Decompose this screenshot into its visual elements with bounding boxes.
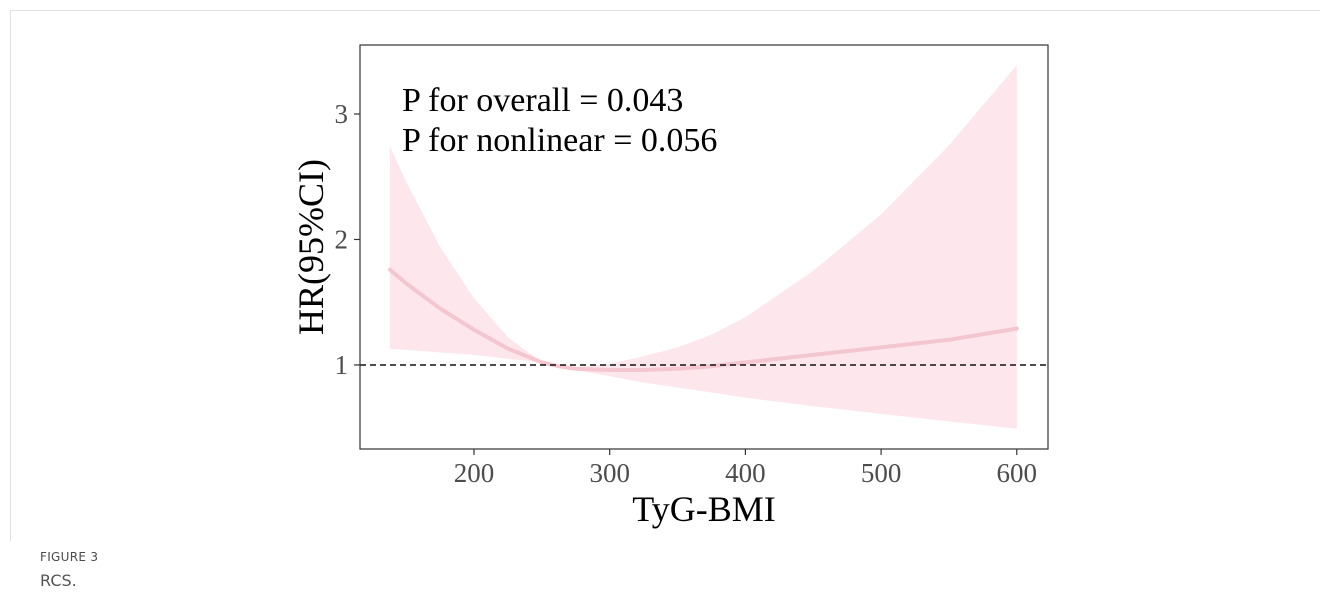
y-tick-label: 2: [335, 224, 349, 254]
x-axis-label: TyG-BMI: [632, 489, 775, 529]
x-tick-label: 400: [725, 458, 766, 488]
x-tick-label: 200: [454, 458, 495, 488]
figure-frame-top: [10, 10, 1320, 11]
figure-frame-left: [10, 10, 11, 541]
x-tick-label: 500: [861, 458, 902, 488]
p-value-annotation: P for nonlinear = 0.056: [402, 122, 717, 159]
figure-label: FIGURE 3: [40, 550, 99, 564]
x-tick-label: 600: [997, 458, 1038, 488]
rcs-chart: 200 300 400 500 600 1 2 3 TyG-BMI HR(95%CI) P for …: [291, 44, 1049, 529]
x-tick-label: 300: [589, 458, 630, 488]
plot-border: [359, 44, 1049, 450]
figure-caption: RCS.: [40, 571, 77, 590]
y-axis-label: HR(95%CI): [291, 159, 331, 335]
y-tick-label: 3: [335, 99, 349, 129]
confidence-band: [389, 65, 1017, 429]
p-value-annotation: P for overall = 0.043: [402, 82, 683, 119]
y-tick-label: 1: [335, 350, 349, 380]
hr-curve: [387, 267, 1019, 372]
